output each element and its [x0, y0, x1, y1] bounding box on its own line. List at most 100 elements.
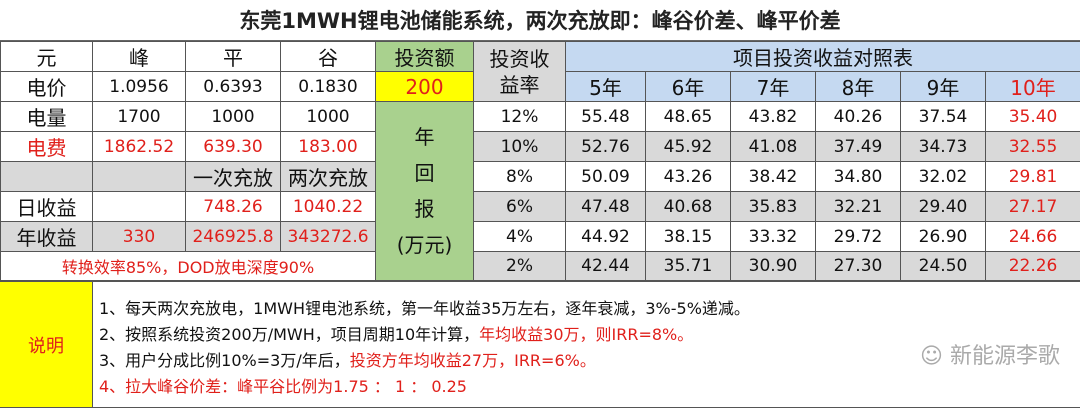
daily-single: 748.26 — [186, 192, 281, 222]
roi-cell: 29.72 — [816, 222, 901, 252]
return-label-part: 回 — [376, 155, 473, 191]
price-peak: 1.0956 — [93, 72, 186, 102]
valley-header: 谷 — [281, 42, 376, 72]
roi-cell: 32.21 — [816, 192, 901, 222]
return-label-part: (万元) — [376, 227, 473, 263]
roi-cell: 34.80 — [816, 162, 901, 192]
roi-cell: 37.54 — [901, 102, 986, 132]
year-header: 7年 — [731, 72, 816, 102]
year-header: 9年 — [901, 72, 986, 102]
note-highlight: 投资方年均收益27万，IRR=6%。 — [350, 351, 596, 370]
note-line-4: 4、拉大峰谷价差：峰平谷比例为1.75 ： 1 ： 0.25 — [99, 374, 750, 400]
empty-cell — [93, 192, 186, 222]
fee-peak: 1862.52 — [93, 132, 186, 162]
roi-cell: 29.40 — [901, 192, 986, 222]
note-line-2: 2、按照系统投资200万/MWH，项目周期10年计算，年均收益30万，则IRR=… — [99, 322, 750, 348]
notes-label: 说明 — [0, 282, 93, 407]
roi-cell: 52.76 — [566, 132, 646, 162]
watermark-text: 新能源李歌 — [950, 344, 1060, 369]
rate-header: 投资收益率 — [474, 42, 566, 102]
roi-cell: 40.26 — [816, 102, 901, 132]
rate-cell: 10% — [474, 132, 566, 162]
roi-cell: 35.40 — [986, 102, 1080, 132]
wechat-icon: ☺ — [920, 344, 950, 369]
roi-cell: 24.66 — [986, 222, 1080, 252]
daily-label: 日收益 — [1, 192, 93, 222]
roi-cell: 27.17 — [986, 192, 1080, 222]
daily-double: 1040.22 — [281, 192, 376, 222]
roi-cell: 37.49 — [816, 132, 901, 162]
roi-cell: 50.09 — [566, 162, 646, 192]
roi-cell: 26.90 — [901, 222, 986, 252]
investment-label: 投资额 — [376, 42, 474, 72]
annual-return-label: 年 回 报 (万元) — [376, 102, 474, 281]
rate-cell: 2% — [474, 252, 566, 281]
year-header: 10年 — [986, 72, 1080, 102]
rate-cell: 4% — [474, 222, 566, 252]
roi-cell: 27.30 — [816, 252, 901, 281]
price-flat: 0.6393 — [186, 72, 281, 102]
roi-cell: 30.90 — [731, 252, 816, 281]
roi-cell: 33.32 — [731, 222, 816, 252]
watermark: ☺ 新能源李歌 — [920, 338, 1060, 370]
investment-value: 200 — [376, 72, 474, 102]
price-label: 电价 — [1, 72, 93, 102]
year-header: 5年 — [566, 72, 646, 102]
quantity-valley: 1000 — [281, 102, 376, 132]
roi-cell: 38.15 — [646, 222, 731, 252]
fee-valley: 183.00 — [281, 132, 376, 162]
roi-cell: 29.81 — [986, 162, 1080, 192]
rate-cell: 6% — [474, 192, 566, 222]
table-title: 项目投资收益对照表 — [566, 42, 1080, 72]
year-header: 6年 — [646, 72, 731, 102]
revenue-table: 元 峰 平 谷 投资额 投资收益率 项目投资收益对照表 电价 1.0956 0.… — [0, 41, 1080, 281]
return-label-part: 年 — [376, 119, 473, 155]
roi-cell: 55.48 — [566, 102, 646, 132]
roi-cell: 47.48 — [566, 192, 646, 222]
roi-cell: 42.44 — [566, 252, 646, 281]
roi-cell: 22.26 — [986, 252, 1080, 281]
roi-cell: 43.82 — [731, 102, 816, 132]
roi-cell: 43.26 — [646, 162, 731, 192]
roi-cell: 35.71 — [646, 252, 731, 281]
roi-cell: 38.42 — [731, 162, 816, 192]
notes-lines: 1、每天两次充放电，1MWH锂电池系统，第一年收益35万左右，逐年衰减，3%-5… — [93, 282, 750, 407]
note-text: 3、用户分成比例10%=3万/年后， — [99, 351, 350, 370]
roi-cell: 41.08 — [731, 132, 816, 162]
year-header: 8年 — [816, 72, 901, 102]
note-line-1: 1、每天两次充放电，1MWH锂电池系统，第一年收益35万左右，逐年衰减，3%-5… — [99, 296, 750, 322]
annual-days: 330 — [93, 222, 186, 252]
peak-header: 峰 — [93, 42, 186, 72]
roi-cell: 44.92 — [566, 222, 646, 252]
annual-double: 343272.6 — [281, 222, 376, 252]
efficiency-note: 转换效率85%，DOD放电深度90% — [1, 252, 376, 281]
roi-cell: 35.83 — [731, 192, 816, 222]
quantity-label: 电量 — [1, 102, 93, 132]
roi-cell: 34.73 — [901, 132, 986, 162]
rate-cell: 12% — [474, 102, 566, 132]
return-label-part: 报 — [376, 191, 473, 227]
empty-cell — [1, 162, 93, 192]
roi-cell: 45.92 — [646, 132, 731, 162]
fee-flat: 639.30 — [186, 132, 281, 162]
quantity-flat: 1000 — [186, 102, 281, 132]
unit-header: 元 — [1, 42, 93, 72]
mode-double: 两次充放 — [281, 162, 376, 192]
rate-cell: 8% — [474, 162, 566, 192]
flat-header: 平 — [186, 42, 281, 72]
annual-label: 年收益 — [1, 222, 93, 252]
price-valley: 0.1830 — [281, 72, 376, 102]
mode-single: 一次充放 — [186, 162, 281, 192]
empty-cell — [93, 162, 186, 192]
roi-cell: 32.55 — [986, 132, 1080, 162]
note-text: 2、按照系统投资200万/MWH，项目周期10年计算， — [99, 325, 479, 344]
roi-cell: 40.68 — [646, 192, 731, 222]
annual-single: 246925.8 — [186, 222, 281, 252]
roi-cell: 32.02 — [901, 162, 986, 192]
fee-label: 电费 — [1, 132, 93, 162]
quantity-peak: 1700 — [93, 102, 186, 132]
roi-cell: 24.50 — [901, 252, 986, 281]
note-line-3: 3、用户分成比例10%=3万/年后，投资方年均收益27万，IRR=6%。 — [99, 348, 750, 374]
notes-section: 说明 1、每天两次充放电，1MWH锂电池系统，第一年收益35万左右，逐年衰减，3… — [0, 281, 1080, 408]
note-highlight: 年均收益30万，则IRR=8%。 — [479, 325, 693, 344]
